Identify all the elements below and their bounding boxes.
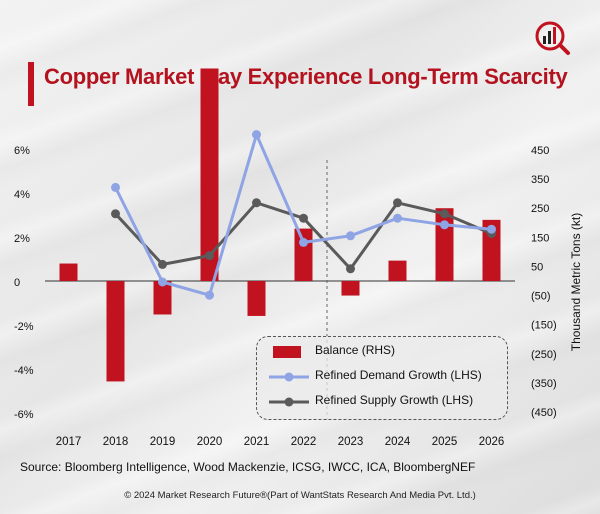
right-axis-tick-label: 150 [531,232,549,244]
left-axis-tick-label: -4% [14,365,34,377]
title-accent-bar [28,62,34,106]
point-supply-2025 [440,209,449,219]
bar-balance-2022 [294,228,313,281]
legend-swatch-line-icon [269,397,309,407]
right-axis-tick-label: (250) [531,349,557,361]
x-axis-tick-label: 2026 [479,436,505,448]
left-axis-tick-label: 4% [14,189,30,201]
point-supply-2020 [205,251,214,261]
point-demand-2026 [487,224,496,234]
point-supply-2023 [346,264,355,274]
point-demand-2023 [346,231,355,241]
x-axis-tick-label: 2018 [103,436,129,448]
legend-label: Refined Supply Growth (LHS) [315,393,474,407]
right-axis-tick-label: 350 [531,174,549,186]
left-axis-tick-label: -6% [14,409,34,421]
point-demand-2019 [158,277,167,287]
x-axis-tick-label: 2023 [338,436,364,448]
chart-title: Copper Market May Experience Long-Term S… [44,64,568,89]
point-supply-2019 [158,259,167,269]
right-axis-tick-label: 250 [531,203,549,215]
point-demand-2024 [393,213,402,223]
right-axis-tick-label: 450 [531,145,549,157]
legend-swatch-bar-icon [273,346,301,358]
copyright-note: © 2024 Market Research Future®(Part of W… [124,490,476,501]
x-axis-tick-label: 2021 [244,436,270,448]
bar-balance-2019 [153,281,172,315]
point-supply-2021 [252,198,261,208]
x-axis-tick-label: 2025 [432,436,458,448]
point-supply-2022 [299,213,308,223]
legend-swatch-line-icon [269,372,309,382]
point-demand-2021 [252,130,261,140]
right-axis-tick-label: (450) [531,407,557,419]
source-note: Source: Bloomberg Intelligence, Wood Mac… [20,460,476,474]
point-demand-2020 [205,290,214,300]
right-axis-tick-label: (350) [531,378,557,390]
x-axis-tick-label: 2024 [385,436,411,448]
brand-logo-icon [535,21,570,55]
left-axis-tick-label: -2% [14,321,34,333]
bar-balance-2020 [200,68,219,281]
right-axis-tick-label: (150) [531,320,557,332]
point-demand-2025 [440,220,449,230]
bar-balance-2018 [106,281,125,382]
point-supply-2024 [393,198,402,208]
x-axis-tick-label: 2020 [197,436,223,448]
chart-legend: Balance (RHS) Refined Demand Growth (LHS… [256,336,508,420]
x-axis-tick-label: 2017 [56,436,82,448]
x-axis-tick-label: 2022 [291,436,317,448]
right-axis-tick-label: 50 [531,261,543,273]
bar-balance-2021 [247,281,266,316]
left-axis-tick-label: 6% [14,145,30,157]
bar-balance-2026 [482,219,501,281]
legend-label: Refined Demand Growth (LHS) [315,368,482,382]
left-axis-tick-label: 0 [14,277,20,289]
x-axis-tick-label: 2019 [150,436,176,448]
right-axis-title: Thousand Metric Tons (kt) [569,213,583,352]
point-demand-2022 [299,237,308,247]
point-supply-2018 [111,209,120,219]
left-axis-tick-label: 2% [14,233,30,245]
bar-balance-2025 [435,208,454,281]
legend-label: Balance (RHS) [315,343,396,357]
right-axis-tick-label: (50) [531,291,551,303]
bar-balance-2024 [388,260,407,281]
bar-balance-2017 [59,263,78,281]
bar-balance-2023 [341,281,360,296]
point-demand-2018 [111,182,120,192]
